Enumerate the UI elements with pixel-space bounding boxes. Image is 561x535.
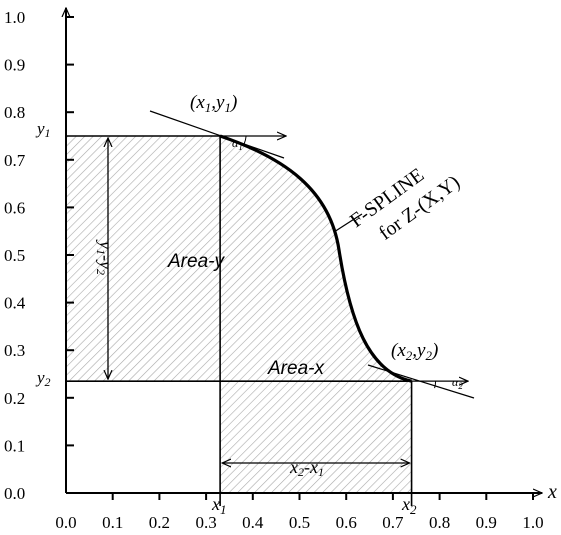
alpha2-label: α2 bbox=[452, 375, 463, 391]
x-tick-label: 0.8 bbox=[429, 513, 450, 532]
y-tick-label: 0.6 bbox=[4, 198, 25, 217]
y-tick-label: 0.7 bbox=[4, 151, 26, 170]
alpha1-label: α1 bbox=[232, 136, 243, 152]
y-axis-ticks: 0.0 0.1 0.2 0.3 0.4 0.5 0.6 0.7 0.8 0.9 1.0 bbox=[4, 8, 74, 503]
x-tick-label: 0.6 bbox=[336, 513, 357, 532]
tangent-line-1 bbox=[149, 110, 285, 159]
x-tick-label: 0.4 bbox=[242, 513, 264, 532]
y-tick-label: 0.5 bbox=[4, 246, 25, 265]
spline-caption: F-SPLINE for Z-(X,Y) bbox=[346, 164, 464, 245]
x-tick-label: 0.2 bbox=[149, 513, 170, 532]
x-tick-label: 0.7 bbox=[382, 513, 404, 532]
x-axis-label: x bbox=[547, 481, 557, 503]
y-difference-label: y1-y2 bbox=[94, 239, 116, 275]
point1-label: (x1,y1) bbox=[190, 92, 237, 115]
x-tick-label: 0.1 bbox=[102, 513, 123, 532]
x-difference-label: x2-x1 bbox=[289, 457, 324, 479]
x-tick-label: 0.3 bbox=[195, 513, 216, 532]
y-tick-label: 0.3 bbox=[4, 341, 25, 360]
y-tick-label: 0.8 bbox=[4, 103, 25, 122]
f-spline-curve bbox=[219, 134, 412, 383]
area-y-region bbox=[66, 136, 412, 382]
y2-label: y2 bbox=[35, 368, 51, 389]
point2-label: (x2,y2) bbox=[391, 340, 438, 363]
y1-label: y1 bbox=[35, 119, 51, 140]
y-tick-label: 0.4 bbox=[4, 294, 26, 313]
y-tick-label: 0.9 bbox=[4, 56, 25, 75]
x-axis-ticks: 0.0 0.1 0.2 0.3 0.4 0.5 0.6 0.7 0.8 0.9 1.0 bbox=[55, 493, 544, 532]
area-x-label: Area-x bbox=[267, 358, 325, 379]
y-tick-label: 0.1 bbox=[4, 436, 25, 455]
x2-label: x2 bbox=[401, 494, 417, 517]
x-tick-label: 0.0 bbox=[55, 513, 76, 532]
x-tick-label: 0.9 bbox=[476, 513, 497, 532]
x-tick-label: 0.5 bbox=[289, 513, 310, 532]
area-x-region bbox=[220, 381, 412, 493]
x-tick-label: 1.0 bbox=[522, 513, 543, 532]
angle-arc-2 bbox=[434, 381, 437, 389]
y-tick-label: 0.2 bbox=[4, 389, 25, 408]
y-tick-label: 0.0 bbox=[4, 484, 25, 503]
x1-label: x1 bbox=[211, 494, 227, 517]
y-tick-label: 1.0 bbox=[4, 8, 25, 27]
spline-leader-line bbox=[333, 213, 363, 233]
area-y-label: Area-y bbox=[167, 251, 225, 272]
angle-arc-1 bbox=[243, 135, 247, 145]
